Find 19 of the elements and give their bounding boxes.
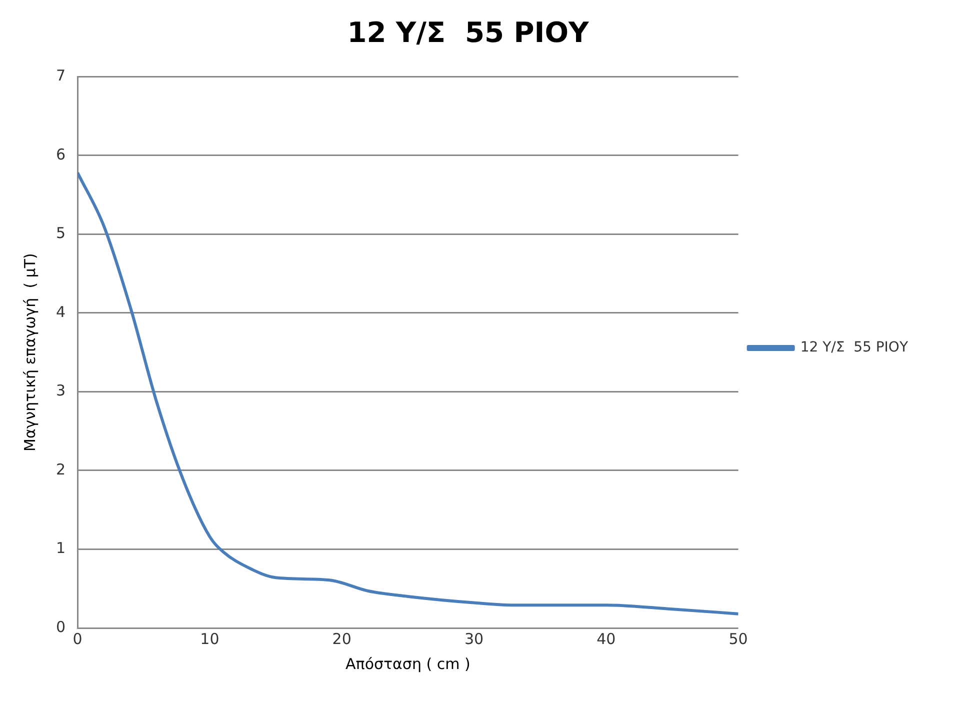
y-tick-label: 1	[56, 539, 66, 558]
x-tick-label: 40	[596, 630, 616, 648]
y-tick-label: 7	[56, 66, 66, 84]
chart-title: 12 Υ/Σ 55 ΡΙΟΥ	[347, 16, 590, 50]
y-tick-label: 3	[56, 382, 66, 400]
x-tick-label: 20	[332, 630, 352, 648]
y-tick-label: 6	[56, 145, 66, 164]
x-tick-label: 10	[200, 630, 220, 648]
x-tick-label: 30	[464, 630, 484, 648]
y-tick-label: 2	[56, 460, 66, 478]
x-axis-title: Απόσταση ( cm )	[346, 654, 470, 673]
x-tick-label: 50	[728, 630, 748, 648]
y-tick-label: 0	[56, 618, 66, 636]
y-tick-label: 5	[56, 224, 66, 242]
x-tick-label: 0	[72, 630, 82, 648]
y-tick-label: 4	[56, 302, 66, 321]
legend-label: 12 Υ/Σ 55 ΡΙΟΥ	[800, 340, 908, 356]
y-axis-title: Μαγνητική επαγωγή ( μT)	[20, 253, 39, 452]
line-series	[78, 171, 738, 616]
